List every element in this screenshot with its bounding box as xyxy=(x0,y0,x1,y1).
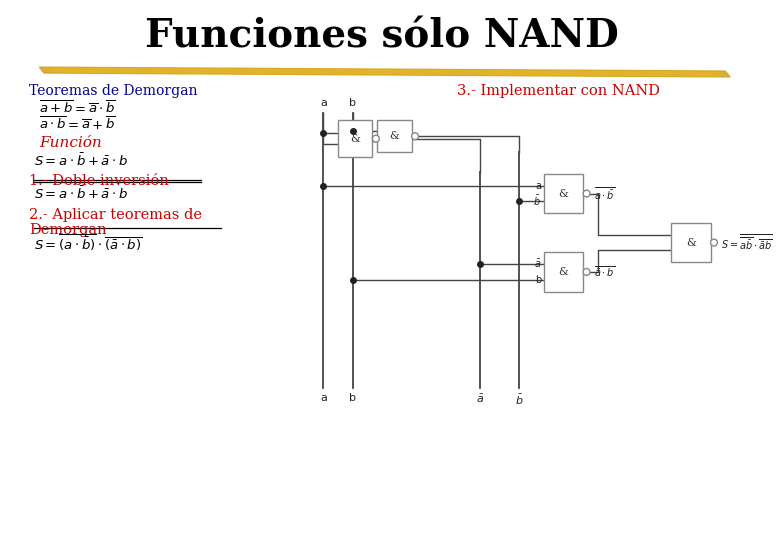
Polygon shape xyxy=(49,68,721,76)
Text: a: a xyxy=(320,393,327,402)
Text: a: a xyxy=(320,98,327,109)
Text: &: & xyxy=(350,134,360,144)
Circle shape xyxy=(583,268,590,275)
Text: $\overline{\bar{a}\cdot b}$: $\overline{\bar{a}\cdot b}$ xyxy=(594,265,615,279)
Polygon shape xyxy=(39,67,730,77)
Text: b: b xyxy=(535,275,541,285)
Text: $\overline{a\cdot\bar{b}}$: $\overline{a\cdot\bar{b}}$ xyxy=(594,185,615,202)
Text: $S = \overline{(a\cdot\bar{b})}\cdot\overline{(\bar{a}\cdot b)}$: $S = \overline{(a\cdot\bar{b})}\cdot\ove… xyxy=(34,233,143,253)
Text: &: & xyxy=(686,238,696,247)
Text: $S=\overline{\overline{a\bar{b}}\cdot\overline{\bar{a}b}}$: $S=\overline{\overline{a\bar{b}}\cdot\ov… xyxy=(722,233,773,252)
Text: $S = a\cdot\bar{b}+\bar{a}\cdot b$: $S = a\cdot\bar{b}+\bar{a}\cdot b$ xyxy=(34,186,129,202)
Bar xyxy=(672,223,711,262)
Text: &: & xyxy=(558,267,569,277)
Text: &: & xyxy=(389,131,399,141)
Bar xyxy=(544,252,583,292)
Circle shape xyxy=(711,239,718,246)
Text: Función: Función xyxy=(39,136,102,150)
Text: &: & xyxy=(558,188,569,199)
Text: Funciones sólo NAND: Funciones sólo NAND xyxy=(145,18,619,56)
Text: 2.- Aplicar teoremas de: 2.- Aplicar teoremas de xyxy=(30,208,202,222)
Text: $\overline{a+b}=\overline{a}\cdot\overline{b}$: $\overline{a+b}=\overline{a}\cdot\overli… xyxy=(39,100,116,117)
Text: $S = a\cdot\bar{b}+\bar{a}\cdot b$: $S = a\cdot\bar{b}+\bar{a}\cdot b$ xyxy=(34,152,129,169)
Circle shape xyxy=(583,190,590,197)
Text: b: b xyxy=(349,393,356,402)
Bar xyxy=(338,120,372,157)
Text: a: a xyxy=(535,181,541,191)
Text: b: b xyxy=(349,98,356,109)
Text: $\bar{a}$: $\bar{a}$ xyxy=(477,393,484,404)
Text: $\bar{a}$: $\bar{a}$ xyxy=(534,258,541,270)
Circle shape xyxy=(372,135,379,142)
Text: Demorgan: Demorgan xyxy=(30,223,107,237)
Text: $\bar{b}$: $\bar{b}$ xyxy=(534,194,541,208)
Text: 1.- Doble inversión: 1.- Doble inversión xyxy=(30,174,169,188)
Text: $\bar{b}$: $\bar{b}$ xyxy=(515,393,523,407)
Circle shape xyxy=(412,133,419,140)
Text: Teoremas de Demorgan: Teoremas de Demorgan xyxy=(30,84,198,98)
Bar xyxy=(544,174,583,213)
Text: 3.- Implementar con NAND: 3.- Implementar con NAND xyxy=(457,84,660,98)
Bar xyxy=(378,120,412,152)
Text: $\overline{a\cdot b}=\overline{a}+\overline{b}$: $\overline{a\cdot b}=\overline{a}+\overl… xyxy=(39,116,116,133)
